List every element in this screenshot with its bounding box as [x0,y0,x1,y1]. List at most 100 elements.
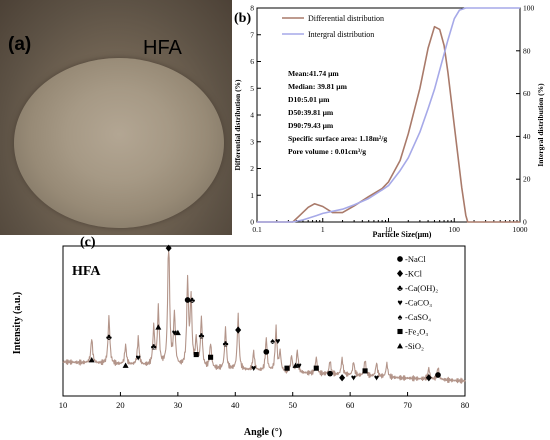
peak-marker-circle-icon [263,348,270,355]
xrd-sample-label: HFA [72,264,101,279]
xrd-x-tick-label: 80 [461,400,470,410]
xrd-y-axis-label: Intensity (a.u.) [12,292,23,355]
panel-c-label: (c) [80,235,96,250]
square-icon [397,328,403,335]
x-tick-label: 100 [449,225,461,234]
y-right-tick-label: 20 [523,175,531,184]
y-left-tick-label: 0 [250,218,254,227]
y-left-tick-label: 8 [250,4,254,13]
y-left-tick-label: 5 [250,84,254,93]
xrd-legend-label: -Fe₂O₃ [405,327,428,337]
peak-marker-heart-icon: ♥ [296,360,301,370]
y-left-tick-label: 3 [250,137,254,146]
sample-label: HFA [143,37,182,59]
peak-marker-triangle-icon [155,324,162,330]
annotation-line: D90:79.43 μm [288,121,334,130]
peak-marker-circle-icon [435,372,441,378]
peak-marker-heart-icon: ♥ [351,373,356,383]
x-tick-label: 1000 [513,225,528,234]
differential-series-line [257,25,520,223]
y-right-tick-label: 0 [523,218,527,227]
peak-marker-square-icon [193,351,199,358]
y-left-tick-label: 7 [250,30,254,39]
heart-icon: ♥ [397,298,402,308]
y-left-tick-label: 6 [250,57,254,66]
peak-marker-circle-icon [327,370,333,377]
club-icon: ♣ [397,283,403,293]
panel-b-label: (b) [234,11,251,26]
y-axis-right-label: Intergral distribution (%) [536,83,545,167]
y-right-tick-label: 60 [523,89,531,98]
peak-marker-heart-icon: ♥ [136,352,141,362]
annotation-line: Specific surface area: 1.18m²/g [288,134,387,143]
xrd-x-tick-label: 70 [403,400,412,410]
xrd-legend-label: -NaCl [405,254,426,264]
peak-marker-club-icon: ♣ [151,341,157,351]
hfa-photo: (a) HFA [0,0,232,235]
peak-marker-club-icon: ♣ [106,332,112,342]
panel-a-label: (a) [8,34,32,55]
peak-marker-diamond-icon [165,244,172,252]
peak-marker-square-icon [313,365,319,371]
xrd-x-tick-label: 20 [116,400,125,410]
peak-marker-diamond-icon [235,326,242,334]
xrd-chart: (c) HFA 10 20 30 40 50 60 70 80♣♥♣♥♣♣♣♥♠ ♥♥♥ ♥ -N… [12,235,470,438]
y-right-tick-label: 40 [523,132,531,141]
annotation-line: Median: 39.81 μm [288,82,348,91]
y-left-tick-label: 1 [250,191,254,200]
peak-marker-club-icon: ♣ [223,339,229,349]
peak-marker-club-icon: ♣ [189,295,195,305]
circle-icon [397,256,403,262]
annotation-line: Mean:41.74 μm [288,69,339,78]
peak-marker-heart-icon: ♥ [172,328,177,338]
xrd-x-tick-label: 50 [288,400,297,410]
xrd-x-tick-label: 60 [346,400,355,410]
peak-marker-circle-icon [184,297,191,303]
xrd-legend-label: -Ca(OH)₂ [405,283,438,293]
xrd-legend-label: -CaCO₃ [405,298,432,308]
peak-marker-spade-icon: ♠ [270,336,275,346]
xrd-legend-label: -CaSO₄ [405,312,431,322]
x-tick-label: 1 [321,225,325,234]
y-axis-left-label: Differential distribution (%) [233,79,242,171]
peak-marker-diamond-icon [339,374,346,382]
x-axis-label: Particle Size(μm) [373,230,432,239]
particle-annotation: Mean:41.74 μm Median: 39.81 μm D10:5.01 μm… [288,69,387,156]
powder-pile [14,58,224,228]
peak-marker-triangle-icon [88,357,95,363]
integral-series-line [257,7,520,223]
peak-marker-triangle-icon [292,362,299,368]
xrd-x-tick-label: 10 [59,400,68,410]
annotation-line: D10:5.01 μm [288,95,330,104]
particle-legend: Differential distribution Intergral dist… [282,14,384,39]
x-tick-label: 0.1 [252,225,262,234]
annotation-line: Pore volume : 0.01cm³/g [288,147,366,156]
legend-differential-label: Differential distribution [308,14,384,23]
xrd-plot-area: 10 20 30 40 50 60 70 80♣♥♣♥♣♣♣♥♠ ♥♥♥ ♥ [59,244,470,410]
xrd-x-tick-label: 40 [231,400,240,410]
annotation-line: D50:39.81 μm [288,108,334,117]
y-left-tick-label: 2 [250,164,254,173]
peak-marker-square-icon [362,368,368,374]
xrd-legend-label: -SiO₂ [405,341,424,351]
legend-integral-label: Intergral distribution [308,30,374,39]
y-right-tick-label: 80 [523,46,531,55]
triangle-icon [397,343,403,349]
xrd-legend-label: -KCl [405,269,423,279]
peak-marker-heart-icon: ♥ [251,363,256,373]
peak-marker-triangle-icon [122,362,129,368]
xrd-x-tick-label: 30 [174,400,183,410]
y-right-tick-label: 100 [523,4,535,13]
peak-marker-square-icon [284,365,290,371]
peak-marker-club-icon: ♣ [198,330,204,340]
peak-marker-square-icon [208,354,214,360]
peak-marker-heart-icon: ♥ [374,373,379,383]
peak-marker-heart-icon: ♥ [275,336,280,346]
peak-marker-triangle-icon [174,329,181,336]
xrd-x-axis-label: Angle (°) [244,427,282,438]
x-tick-label: 10 [385,225,393,234]
xrd-pattern-line [62,250,466,384]
xrd-legend: -NaCl -KCl♣ -Ca(OH)₂♥ -CaCO₃♠ -CaSO₄ -Fe₂O₃ -S… [397,254,438,351]
